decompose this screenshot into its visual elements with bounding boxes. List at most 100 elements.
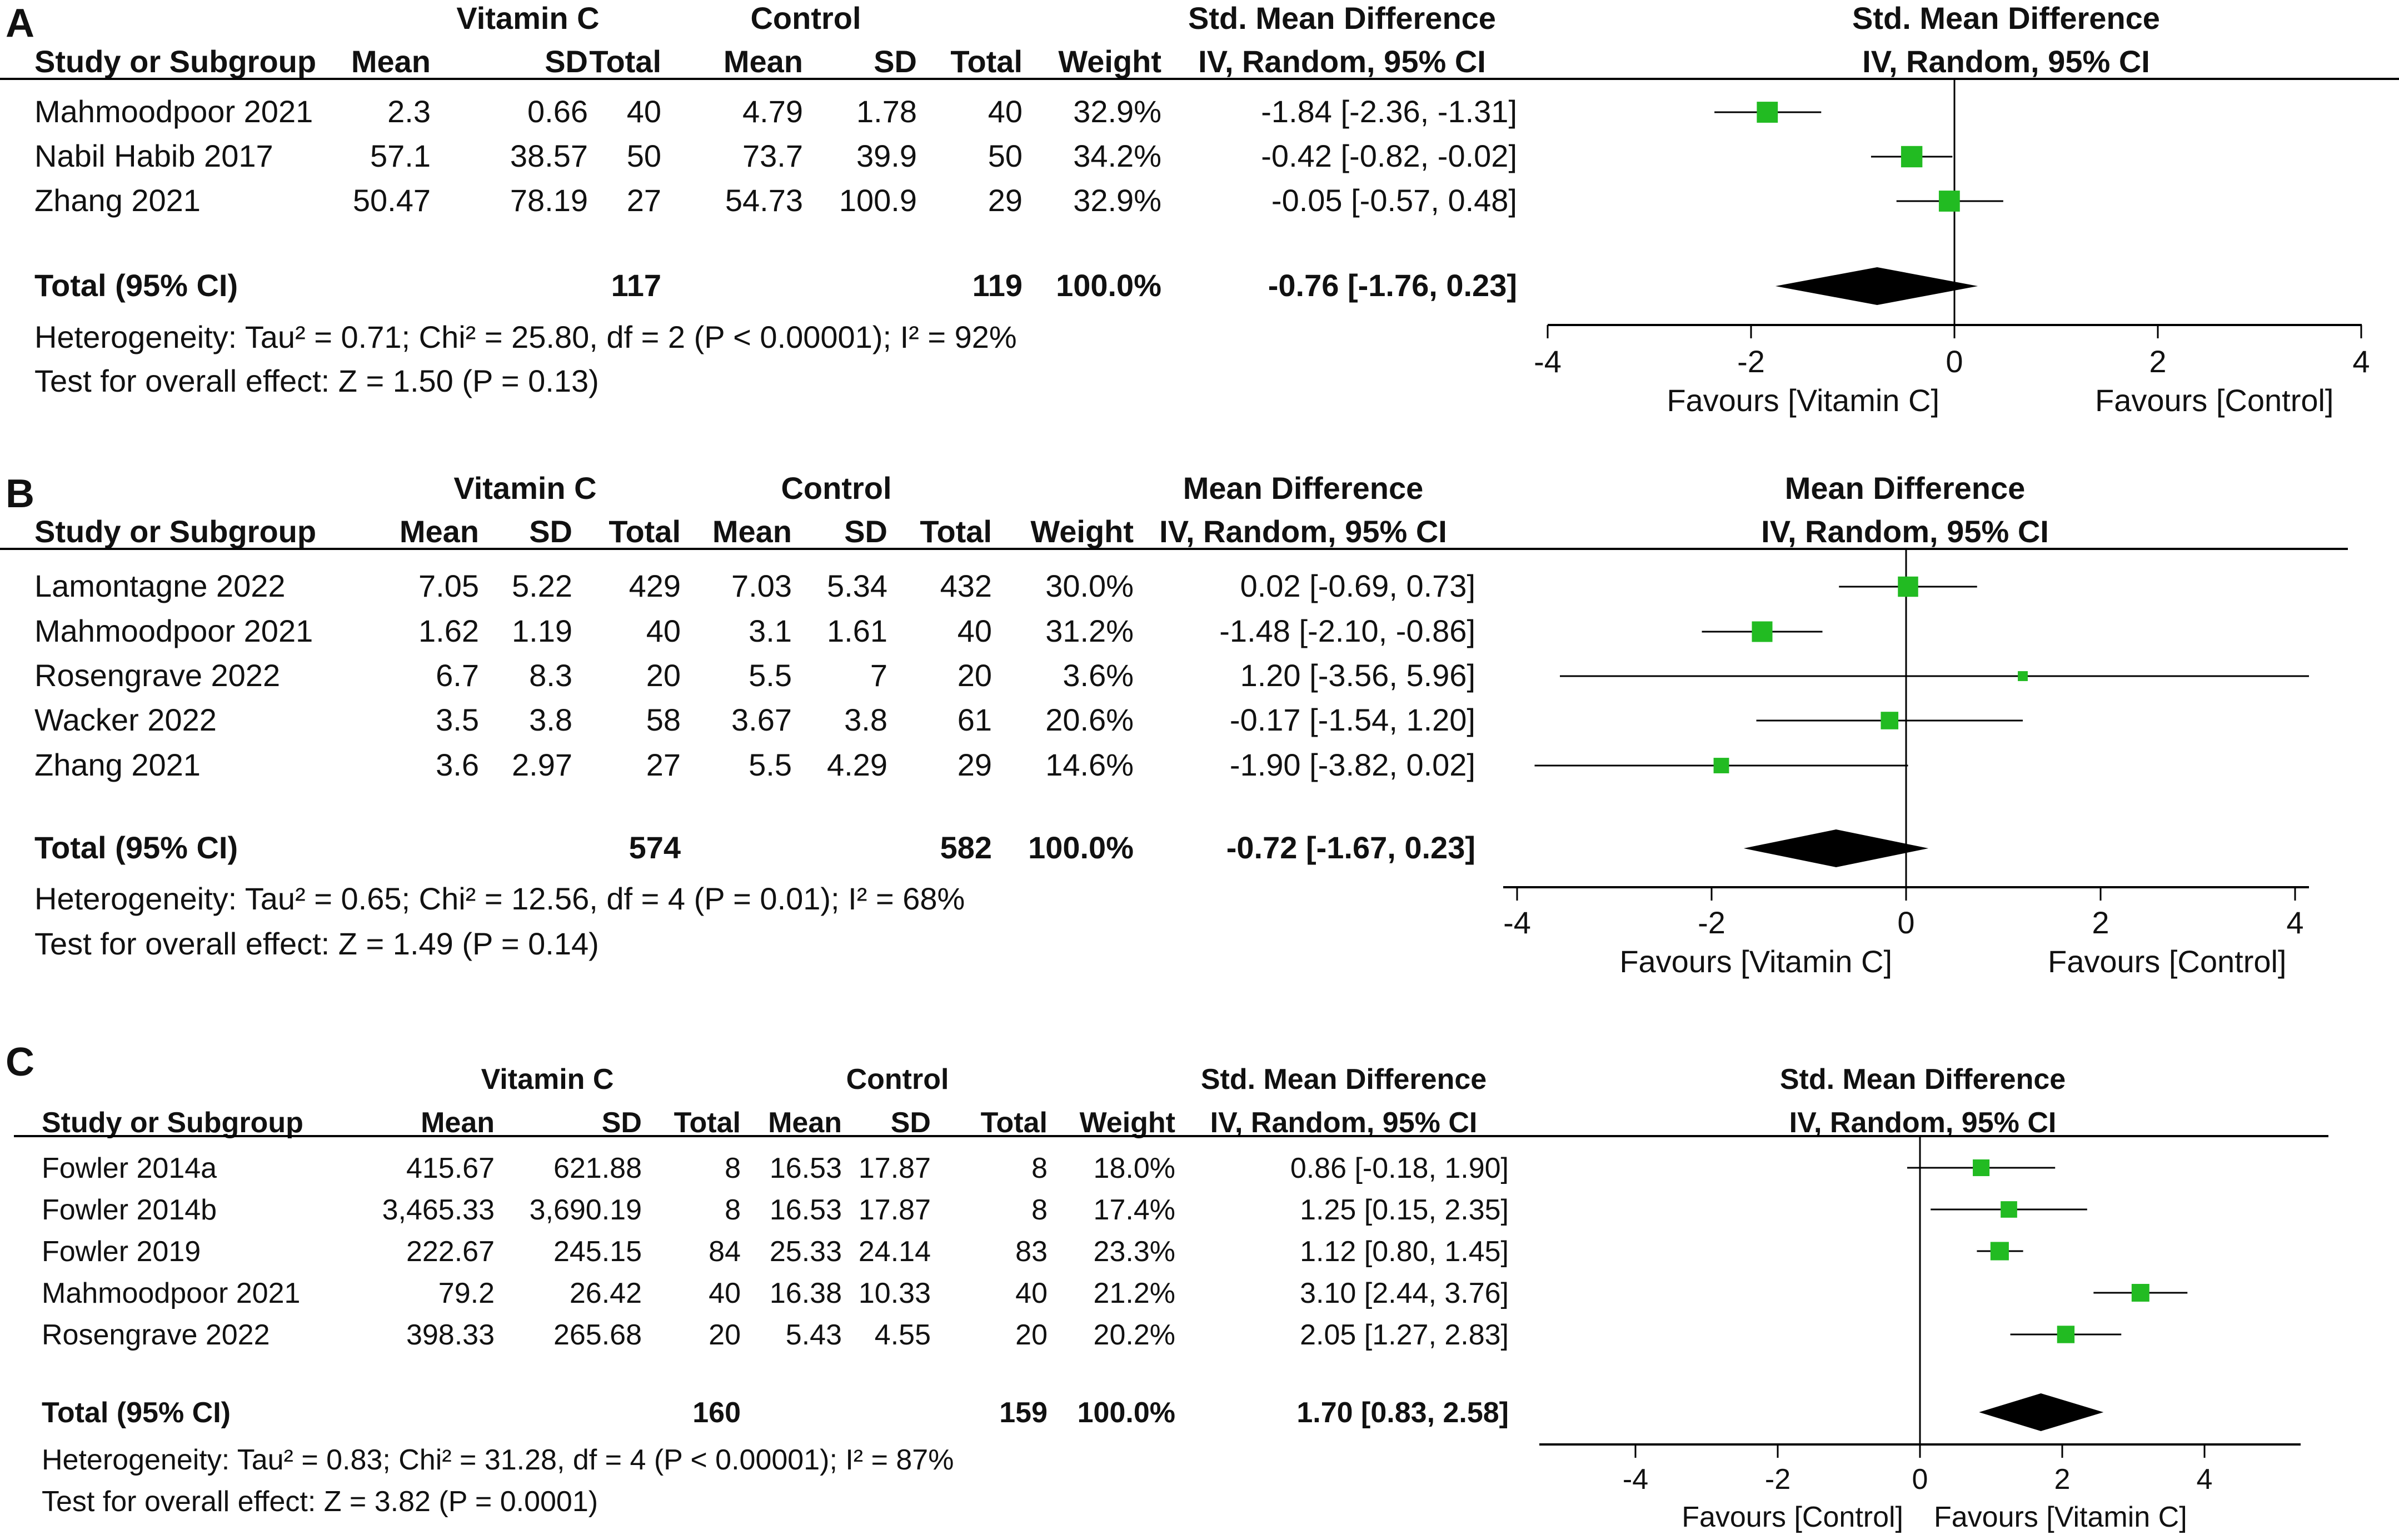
point-estimate-marker (1973, 1159, 1990, 1177)
x-tick-label: 0 (1946, 344, 1963, 379)
study-cell: 4.29 (827, 747, 887, 782)
column-header-study: Study or Subgroup (42, 1107, 303, 1139)
study-cell: 5.43 (786, 1319, 842, 1351)
x-tick-label: -2 (1737, 344, 1765, 379)
study-cell: 83 (1015, 1236, 1048, 1268)
study-cell: 17.87 (859, 1152, 931, 1184)
column-header-study: Study or Subgroup (34, 44, 316, 79)
effect-header: Std. Mean Difference (1188, 1, 1496, 36)
group-header-experimental: Vitamin C (453, 471, 596, 506)
study-cell: 3,690.19 (530, 1194, 642, 1226)
study-effect-ci: -1.48 [-2.10, -0.86] (1219, 613, 1475, 648)
study-cell: 29 (988, 183, 1023, 218)
study-cell: 31.2% (1045, 613, 1134, 648)
study-effect-ci: 1.25 [0.15, 2.35] (1300, 1194, 1509, 1226)
column-header-ctl-total: Total (950, 44, 1023, 79)
study-cell: 2.97 (512, 747, 572, 782)
study-cell: 24.14 (859, 1236, 931, 1268)
study-name: Zhang 2021 (34, 183, 201, 218)
study-effect-ci: -0.17 [-1.54, 1.20] (1230, 702, 1475, 737)
column-header-ctl-mean: Mean (768, 1107, 842, 1139)
study-cell: 5.5 (749, 658, 792, 693)
study-name: Mahmoodpoor 2021 (34, 94, 313, 129)
total-label: Total (95% CI) (42, 1397, 231, 1429)
study-cell: 14.6% (1045, 747, 1134, 782)
forest-subheader: IV, Random, 95% CI (1761, 514, 2049, 549)
total-n-ctl: 159 (999, 1397, 1048, 1429)
effect-subheader: IV, Random, 95% CI (1159, 514, 1447, 549)
total-n-ctl: 582 (940, 830, 992, 865)
point-estimate-marker (2057, 1326, 2075, 1343)
study-cell: 5.34 (827, 568, 887, 603)
study-name: Fowler 2014a (42, 1152, 217, 1184)
study-cell: 4.79 (742, 94, 803, 129)
panel-a: A Vitamin C Control Std. Mean Difference IV,… (0, 1, 2399, 418)
study-cell: 40 (627, 94, 661, 129)
table-row: Fowler 2014a 415.67 621.88 8 16.53 17.87 8 18.0… (42, 1152, 1509, 1184)
study-cell: 50 (627, 138, 661, 173)
table-row: Nabil Habib 2017 57.1 38.57 50 73.7 39.9 50 34.… (34, 138, 1517, 173)
study-cell: 58 (646, 702, 681, 737)
study-cell: 5.5 (749, 747, 792, 782)
favours-left-label: Favours [Control] (1682, 1501, 1903, 1533)
study-name: Fowler 2019 (42, 1236, 201, 1268)
panel-label: A (6, 1, 34, 46)
study-cell: 621.88 (553, 1152, 642, 1184)
point-estimate-marker (1757, 102, 1778, 123)
total-effect-ci: 1.70 [0.83, 2.58] (1296, 1397, 1509, 1429)
x-tick-label: 4 (2352, 344, 2370, 379)
heterogeneity-text: Heterogeneity: Tau² = 0.65; Chi² = 12.56… (34, 881, 965, 916)
point-estimate-marker (1990, 1242, 2009, 1261)
study-name: Nabil Habib 2017 (34, 138, 273, 173)
x-tick-label: -2 (1698, 905, 1725, 940)
study-cell: 245.15 (553, 1236, 642, 1268)
panel-c: C Vitamin C Control Std. Mean Difference IV,… (6, 1040, 2328, 1533)
study-cell: 27 (627, 183, 661, 218)
x-tick-label: 2 (2054, 1463, 2071, 1496)
study-cell: 30.0% (1045, 568, 1134, 603)
study-cell: 3.5 (436, 702, 479, 737)
pooled-diamond (1775, 267, 1978, 305)
study-cell: 50.47 (353, 183, 431, 218)
column-header-weight: Weight (1080, 1107, 1175, 1139)
study-name: Mahmoodpoor 2021 (42, 1277, 300, 1309)
study-cell: 8 (1031, 1152, 1048, 1184)
total-effect-ci: -0.76 [-1.76, 0.23] (1268, 268, 1517, 303)
column-header-weight: Weight (1030, 514, 1134, 549)
study-cell: 100.9 (839, 183, 917, 218)
total-n-exp: 574 (629, 830, 681, 865)
point-estimate-marker (1752, 621, 1773, 642)
study-cell: 16.53 (770, 1152, 842, 1184)
column-header-exp-total: Total (589, 44, 661, 79)
panel-label: C (6, 1040, 34, 1084)
study-cell: 2.3 (387, 94, 431, 129)
table-row: Mahmoodpoor 2021 79.2 26.42 40 16.38 10.33 40 2… (42, 1277, 1509, 1309)
pooled-diamond (1743, 829, 1929, 867)
heterogeneity-text: Heterogeneity: Tau² = 0.83; Chi² = 31.28… (42, 1444, 954, 1476)
study-cell: 3.1 (749, 613, 792, 648)
column-header-exp-sd: SD (545, 44, 588, 79)
column-header-ctl-total: Total (981, 1107, 1048, 1139)
study-cell: 222.67 (406, 1236, 495, 1268)
column-header-exp-sd: SD (529, 514, 572, 549)
pooled-diamond (1979, 1393, 2104, 1431)
column-header-exp-total: Total (674, 1107, 741, 1139)
effect-header: Mean Difference (1183, 471, 1424, 506)
study-cell: 7 (870, 658, 887, 693)
study-cell: 20.2% (1094, 1319, 1175, 1351)
table-row: Rosengrave 2022 6.7 8.3 20 5.5 7 20 3.6% 1.20 [-… (34, 658, 1475, 693)
total-weight: 100.0% (1078, 1397, 1175, 1429)
study-cell: 429 (629, 568, 681, 603)
study-cell: 265.68 (553, 1319, 642, 1351)
column-header-study: Study or Subgroup (34, 514, 316, 549)
study-cell: 40 (988, 94, 1023, 129)
study-cell: 0.66 (527, 94, 588, 129)
study-cell: 38.57 (510, 138, 588, 173)
x-tick-label: -4 (1503, 905, 1531, 940)
x-tick-label: -4 (1534, 344, 1562, 379)
study-cell: 17.87 (859, 1194, 931, 1226)
study-cell: 20 (709, 1319, 741, 1351)
column-header-ctl-total: Total (920, 514, 992, 549)
total-label: Total (95% CI) (34, 830, 238, 865)
study-cell: 20 (1015, 1319, 1048, 1351)
